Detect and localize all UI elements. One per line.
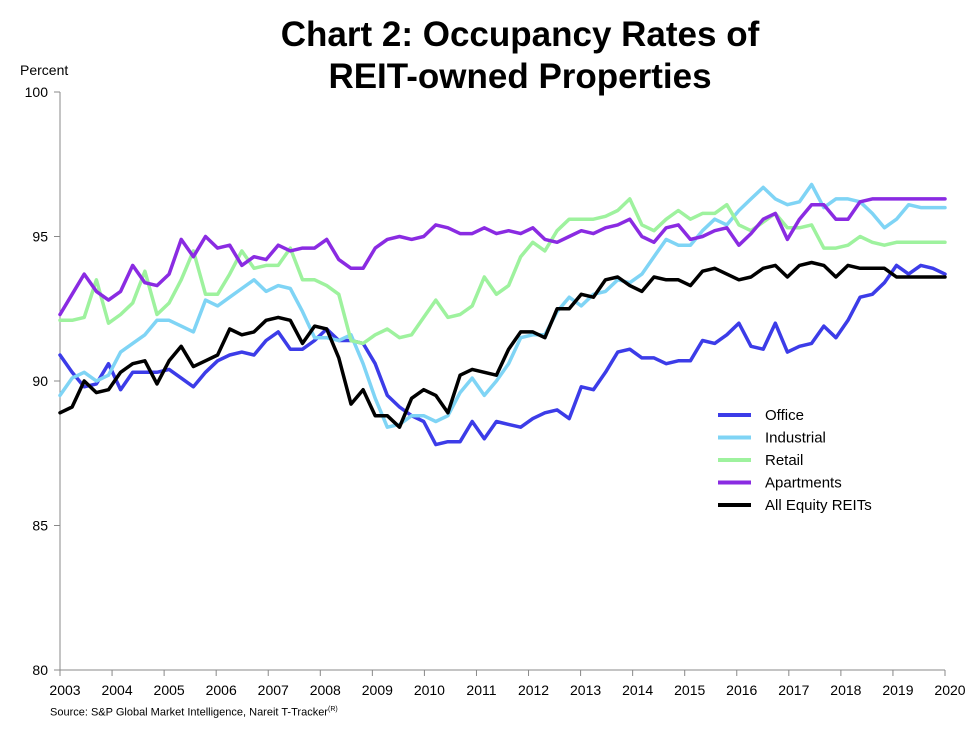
legend-label-retail: Retail: [765, 452, 803, 469]
x-tick-label: 2008: [310, 682, 341, 698]
legend-label-apartments: Apartments: [765, 475, 842, 492]
x-tick-label: 2004: [101, 682, 132, 698]
x-tick-label: 2007: [258, 682, 289, 698]
x-tick-label: 2015: [674, 682, 705, 698]
x-tick-label: 2012: [518, 682, 549, 698]
series-line-all-equity-reits: [58, 260, 947, 429]
x-tick-label: 2014: [622, 682, 653, 698]
series-line-retail: [58, 197, 947, 346]
x-tick-label: 2009: [362, 682, 393, 698]
x-tick-label: 2010: [414, 682, 445, 698]
x-tick-label: 2003: [49, 682, 80, 698]
chart-title-line-1: Chart 2: Occupancy Rates of: [280, 15, 760, 54]
x-tick-label: 2020: [934, 682, 965, 698]
y-tick-label: 85: [32, 518, 48, 534]
x-tick-label: 2016: [726, 682, 757, 698]
series-line-industrial: [58, 182, 947, 429]
source-text: Source: S&P Global Market Intelligence, …: [50, 706, 328, 719]
series-line-apartments: [58, 197, 947, 317]
y-tick-label: 100: [25, 84, 49, 100]
registered-mark: (R): [327, 706, 338, 713]
y-axis-label: Percent: [20, 62, 69, 78]
x-tick-label: 2019: [882, 682, 913, 698]
x-tick-label: 2013: [570, 682, 601, 698]
legend-label-all-equity-reits: All Equity REITs: [765, 497, 872, 514]
x-tick-label: 2017: [778, 682, 809, 698]
source-note: Source: S&P Global Market Intelligence, …: [50, 706, 338, 719]
legend-label-office: Office: [765, 407, 804, 424]
y-tick-label: 90: [32, 373, 48, 389]
x-tick-label: 2005: [154, 682, 185, 698]
series-line-office: [58, 263, 947, 447]
x-tick-label: 2006: [206, 682, 237, 698]
x-tick-label: 2018: [830, 682, 861, 698]
y-tick-label: 80: [32, 662, 48, 678]
y-tick-label: 95: [32, 229, 48, 245]
x-tick-label: 2011: [466, 682, 496, 698]
chart-title-line-2: REIT-owned Properties: [328, 57, 712, 96]
legend-label-industrial: Industrial: [765, 430, 826, 447]
chart-title: Chart 2: Occupancy Rates of REIT-owned P…: [0, 14, 980, 98]
